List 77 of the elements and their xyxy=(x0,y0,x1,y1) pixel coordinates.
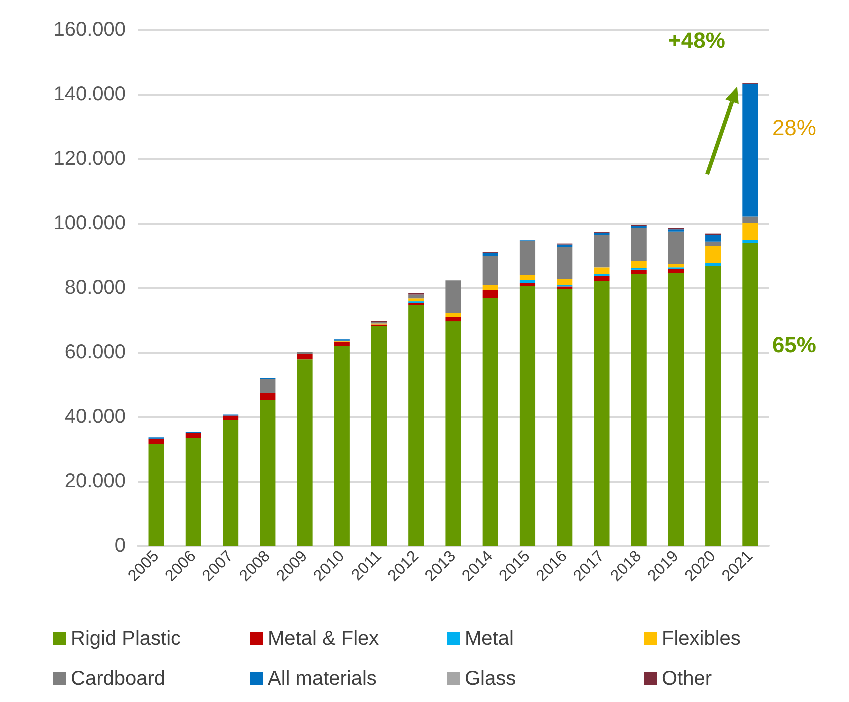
bar xyxy=(631,270,647,274)
y-tick-label: 100.000 xyxy=(54,212,126,234)
bar xyxy=(742,84,758,217)
y-tick-label: 120.000 xyxy=(54,148,126,170)
bar xyxy=(594,268,610,274)
y-tick-label: 160.000 xyxy=(54,19,126,41)
bar xyxy=(446,313,462,318)
bar xyxy=(334,342,350,346)
text: 28% xyxy=(772,116,816,141)
bar xyxy=(148,444,164,546)
legend-label: All materials xyxy=(268,668,377,690)
bar xyxy=(482,298,498,546)
bar xyxy=(520,242,536,276)
legend-label: Glass xyxy=(465,668,516,690)
bar xyxy=(334,346,350,546)
bar xyxy=(557,244,573,248)
bar xyxy=(297,354,313,360)
bar xyxy=(371,326,388,546)
bar xyxy=(594,276,610,282)
bar xyxy=(223,416,239,420)
bar xyxy=(742,243,758,546)
bar xyxy=(668,264,684,268)
bar xyxy=(631,274,647,546)
legend-label: Metal & Flex xyxy=(268,628,380,650)
y-tick-label: 40.000 xyxy=(64,406,126,428)
bar xyxy=(408,298,424,302)
bar xyxy=(482,290,498,298)
y-tick-label: 60.000 xyxy=(64,342,126,364)
bar xyxy=(408,305,424,546)
bar xyxy=(482,285,498,290)
bar xyxy=(706,263,722,266)
bar xyxy=(631,261,647,268)
y-tick-label: 80.000 xyxy=(64,277,126,299)
bar xyxy=(520,275,536,280)
bar xyxy=(446,322,462,546)
bar xyxy=(668,268,684,274)
bar xyxy=(223,420,239,546)
bar xyxy=(260,379,276,394)
bar xyxy=(520,286,536,546)
bar xyxy=(557,286,573,290)
bar xyxy=(557,247,573,280)
legend-label: Other xyxy=(662,668,712,690)
bar xyxy=(446,317,462,322)
bar xyxy=(408,294,424,299)
legend-label: Flexibles xyxy=(662,628,741,650)
bar xyxy=(482,256,498,286)
y-tick-label: 140.000 xyxy=(54,84,126,106)
legend-label: Metal xyxy=(465,628,514,650)
bar xyxy=(706,266,722,546)
legend-label: Cardboard xyxy=(71,668,166,690)
bar xyxy=(742,223,758,240)
bar xyxy=(446,280,462,314)
bar xyxy=(557,289,573,546)
bar xyxy=(742,240,758,244)
text: 65% xyxy=(772,332,816,358)
bar xyxy=(520,283,536,286)
bar xyxy=(186,438,202,546)
bar xyxy=(260,400,276,546)
legend-label: Rigid Plastic xyxy=(71,628,182,650)
bar xyxy=(148,438,164,444)
bar xyxy=(668,273,684,546)
bar xyxy=(594,235,610,268)
bar xyxy=(186,433,202,438)
y-tick-label: 20.000 xyxy=(64,470,126,492)
bar xyxy=(668,232,684,264)
bar xyxy=(742,216,758,224)
bar xyxy=(297,360,313,546)
bar xyxy=(557,279,573,286)
bar xyxy=(260,393,276,400)
y-tick-label: 0 xyxy=(114,535,126,557)
bar xyxy=(706,242,722,246)
bar xyxy=(706,235,722,242)
bar xyxy=(482,253,498,256)
annotation: +48% xyxy=(668,28,726,53)
bar xyxy=(631,228,647,262)
bar xyxy=(706,246,722,264)
bar xyxy=(594,281,610,546)
